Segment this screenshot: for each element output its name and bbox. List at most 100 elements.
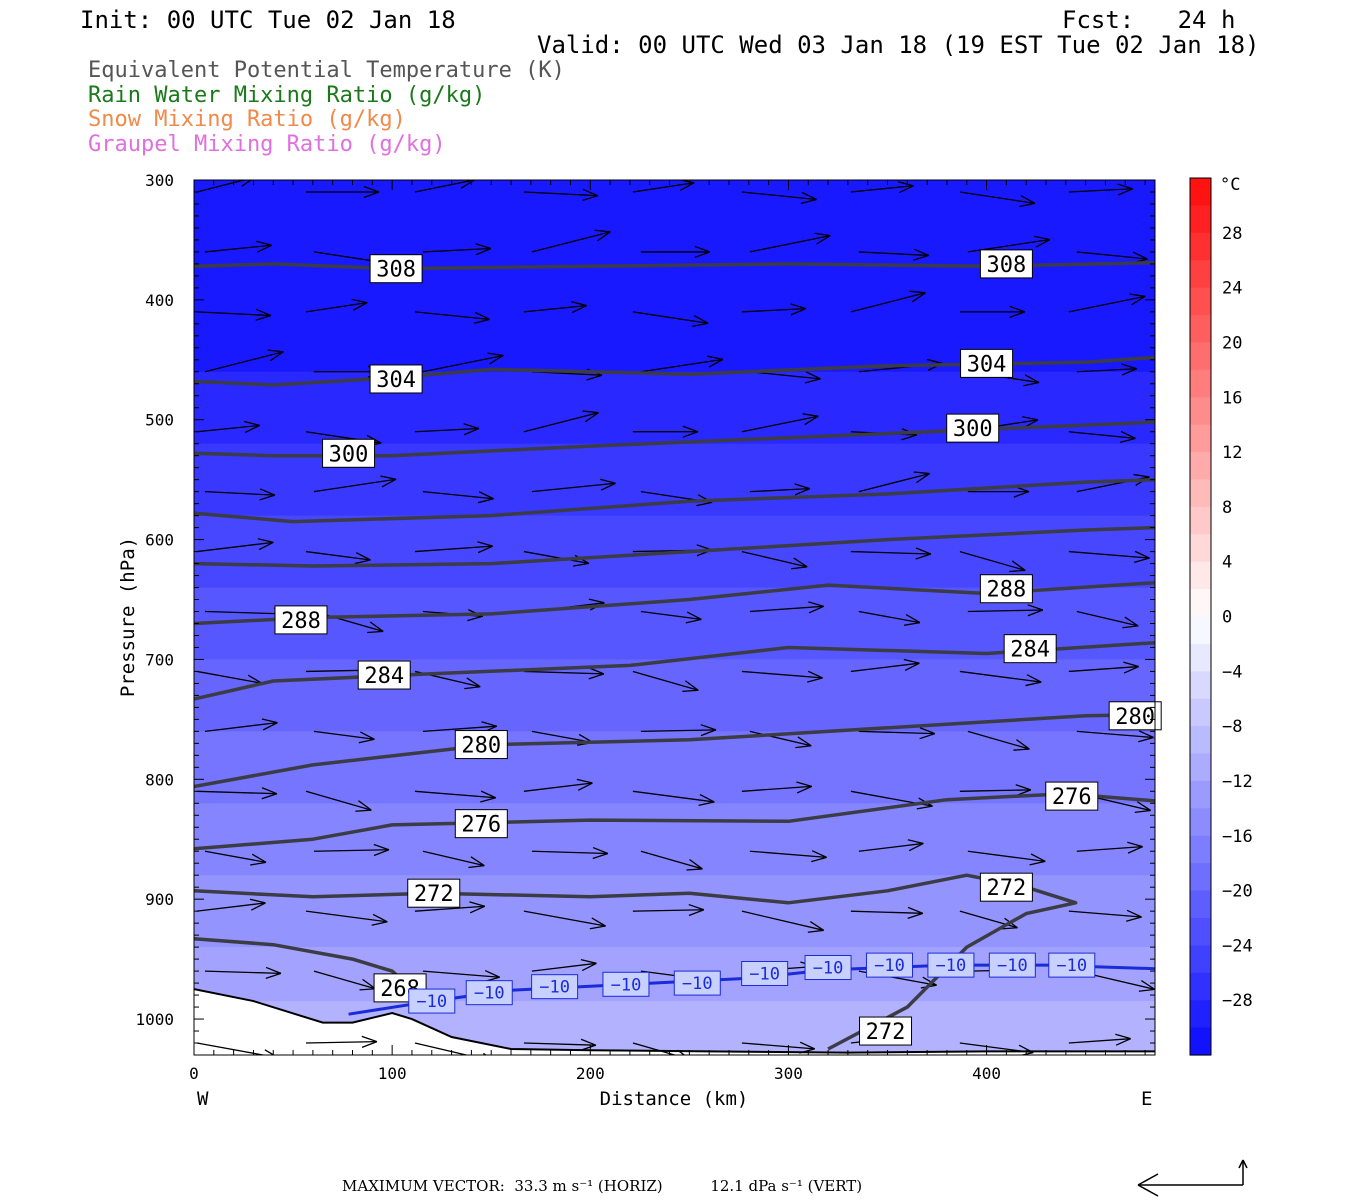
wind-vector-shaft — [959, 789, 1031, 792]
wind-vector-head — [1134, 550, 1150, 559]
wind-vector-head — [592, 846, 609, 855]
temperature-contour-label: −10 — [602, 971, 650, 997]
wind-vector-arrow — [1068, 909, 1142, 922]
colorbar-cell — [1190, 643, 1211, 672]
wind-vector-shaft — [204, 850, 267, 863]
wind-vector-head — [1124, 616, 1139, 627]
contour-label-text: −10 — [749, 964, 780, 984]
wind-vector-arrow — [1068, 430, 1136, 443]
wind-vector-arrow — [959, 191, 1036, 208]
wind-vector-arrow — [1068, 183, 1134, 196]
y-tick-label: 400 — [145, 291, 174, 310]
contour-label-text: −10 — [611, 975, 642, 995]
wind-vector-arrow — [414, 541, 494, 554]
wind-vector-head — [258, 541, 274, 551]
contour-label-box — [369, 364, 423, 394]
wind-vector-head — [1140, 980, 1155, 990]
wind-vector-head — [463, 423, 480, 430]
wind-vector-shaft — [967, 850, 1046, 862]
wind-vector-head — [913, 254, 929, 261]
wind-vector-head — [265, 972, 282, 980]
wind-vector-head — [686, 868, 703, 871]
wind-vector-head — [259, 494, 276, 501]
wind-vector-head — [1019, 202, 1036, 208]
contour-label-text: 280 — [1115, 705, 1155, 730]
wind-vector-head — [1029, 860, 1046, 866]
theta-e-contour — [194, 355, 1155, 387]
theta-e-contour — [194, 640, 1155, 701]
wind-vector-arrow — [749, 850, 827, 863]
wind-vector-arrow — [967, 604, 1044, 617]
wind-vector-head — [589, 925, 606, 930]
wind-vector-shaft — [749, 234, 831, 253]
theta-e-contour-label: 272 — [859, 1016, 913, 1046]
wind-vector-arrow — [305, 550, 371, 565]
wind-vector-shaft — [305, 301, 368, 313]
wind-vector-head — [1121, 363, 1137, 370]
temperature-band — [194, 803, 1155, 877]
wind-vector-arrow — [741, 550, 808, 570]
wind-vector-shaft — [305, 1040, 377, 1044]
wind-vector-head — [572, 562, 589, 567]
wind-vector-head — [799, 1041, 815, 1050]
wind-vector-shaft — [531, 231, 611, 253]
wind-vector-head — [463, 427, 480, 436]
wind-vector-arrow — [959, 550, 1026, 573]
wind-vector-arrow — [749, 483, 811, 496]
wind-vector-arrow — [422, 243, 492, 256]
wind-vector-shaft — [204, 490, 275, 496]
wind-vector-arrow — [204, 718, 278, 733]
contour-label-box — [465, 980, 513, 1006]
wind-vector-shaft — [1068, 295, 1146, 313]
wind-vector-head — [675, 1060, 691, 1061]
wind-vector-head — [576, 778, 593, 784]
colorbar-cell — [1190, 863, 1211, 892]
wind-vector-head — [371, 921, 388, 926]
wind-vector-head — [1138, 730, 1154, 739]
wind-vector-head — [1132, 251, 1148, 260]
wind-vector-head — [1035, 238, 1051, 248]
field-label-rain: Rain Water Mixing Ratio (g/kg) — [88, 83, 486, 108]
wind-vector-shaft — [196, 424, 260, 433]
field-label-snow: Snow Mixing Ratio (g/kg) — [88, 107, 406, 132]
colorbar-tick-label: 0 — [1222, 608, 1232, 628]
wind-vector-head — [1138, 988, 1155, 992]
wind-vector-arrow — [523, 410, 599, 433]
contour-label-text: −10 — [1056, 956, 1087, 976]
wind-vector-head — [484, 969, 500, 978]
wind-vector-arrow — [640, 355, 724, 373]
wind-vector-shaft — [959, 1042, 1034, 1054]
wind-vector-shaft — [523, 1042, 596, 1046]
wind-vector-shaft — [1068, 431, 1136, 440]
wind-vector-arrow — [422, 490, 494, 504]
colorbar-cell — [1190, 260, 1211, 289]
colorbar-cell — [1190, 287, 1211, 316]
wind-vector-arrow — [858, 839, 924, 852]
wind-vector-head — [913, 248, 930, 257]
colorbar-cell — [1190, 232, 1211, 261]
wind-vector-arrow — [632, 790, 715, 807]
wind-vector-head — [489, 354, 504, 365]
wind-vector-head — [801, 191, 817, 201]
wind-vector-shaft — [204, 244, 272, 253]
colorbar-cell — [1190, 534, 1211, 563]
wind-vector-shaft — [749, 487, 810, 493]
contour-label-text: 280 — [461, 734, 501, 759]
wind-vector-head — [1120, 430, 1136, 439]
wind-vector-arrow — [414, 423, 480, 436]
wind-vector-head — [582, 195, 599, 202]
wind-vector-head — [361, 1035, 378, 1043]
wind-vector-shaft — [523, 550, 589, 565]
colorbar-tick-label: 24 — [1222, 279, 1242, 299]
wind-vector-shaft — [741, 308, 806, 313]
wind-vector-shaft — [741, 1042, 815, 1050]
reference-vector-icon — [1137, 1159, 1248, 1197]
wind-vector-head — [1115, 1033, 1131, 1040]
wind-vector-arrow — [858, 471, 930, 493]
contour-label-text: 300 — [953, 417, 993, 442]
colorbar-cell — [1190, 1027, 1211, 1056]
wind-vector-head — [577, 782, 593, 791]
wind-vector-shaft — [850, 185, 914, 193]
wind-vector-arrow — [196, 787, 278, 800]
wind-vector-arrow — [850, 658, 920, 673]
